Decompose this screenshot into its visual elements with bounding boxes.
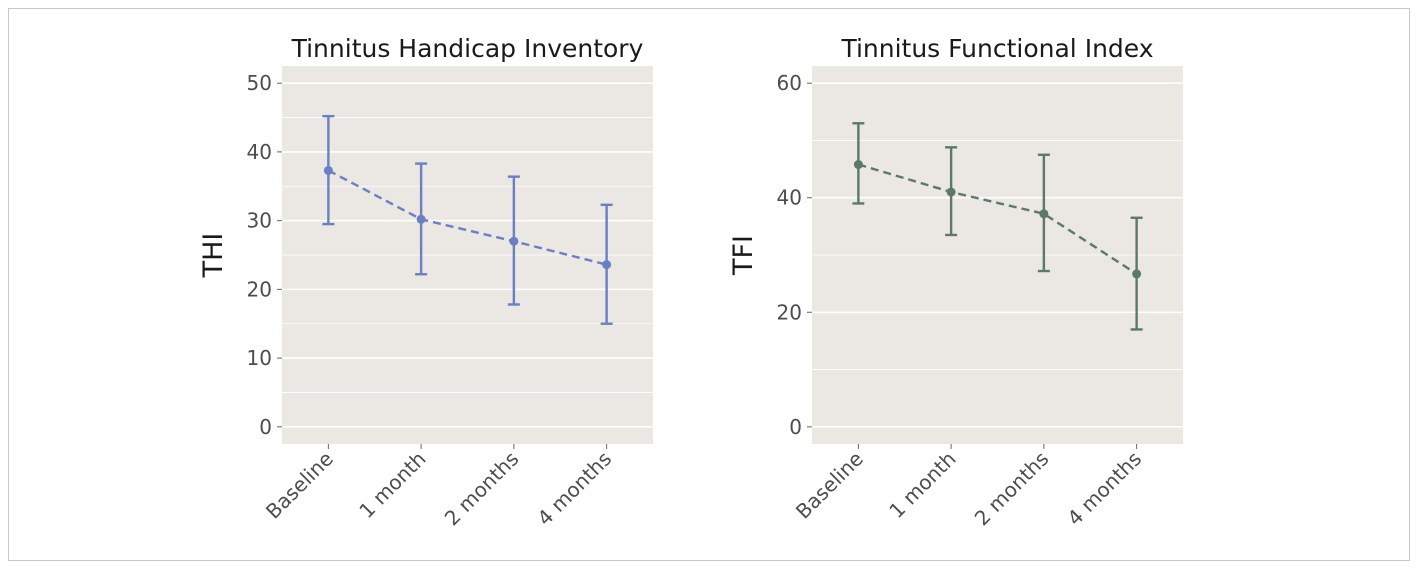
y-tick-label: 40: [247, 140, 272, 164]
y-tick-label: 20: [247, 277, 272, 301]
gridlines: [282, 82, 653, 428]
data-point: [602, 260, 612, 270]
chart-panel-thi: 0 10 20 30 40 50 Baseline 1 month 2 months 4 mont…: [198, 34, 653, 530]
data-point: [323, 165, 333, 175]
y-tick-label: 20: [777, 300, 802, 324]
y-axis-label: THI: [198, 233, 229, 279]
x-tick-label: Baseline: [791, 447, 868, 524]
chart-title: Tinnitus Functional Index: [840, 34, 1153, 63]
y-axis-label: TFI: [728, 235, 759, 276]
chart-panel-tfi: 0 20 40 60 Baseline 1 month 2 months 4 months T…: [728, 34, 1183, 530]
x-tick-label: 4 months: [532, 447, 616, 531]
data-marks: [322, 114, 613, 325]
x-tick-label: 1 month: [884, 447, 960, 523]
x-tick-label: 2 months: [440, 447, 524, 531]
gridlines: [812, 82, 1183, 428]
series-line: [858, 163, 1138, 275]
data-point: [853, 160, 863, 170]
y-tick-label: 60: [777, 71, 802, 95]
y-tick-label: 10: [247, 346, 272, 370]
data-point: [1039, 209, 1049, 219]
x-tick-label: Baseline: [261, 447, 338, 524]
chart-title: Tinnitus Handicap Inventory: [291, 34, 644, 63]
y-tick-label: 0: [259, 415, 272, 439]
data-point: [1132, 269, 1142, 279]
x-tick-label: 4 months: [1062, 447, 1146, 531]
y-tick-label: 0: [789, 415, 802, 439]
data-point: [946, 187, 956, 197]
data-point: [509, 236, 519, 246]
x-tick-label: 1 month: [354, 447, 430, 523]
y-tick-label: 30: [247, 209, 272, 233]
y-tick-label: 40: [777, 186, 802, 210]
series-line: [327, 169, 607, 266]
data-marks: [852, 122, 1143, 331]
x-tick-label: 2 months: [970, 447, 1054, 531]
y-tick-label: 50: [247, 71, 272, 95]
data-point: [416, 214, 426, 224]
